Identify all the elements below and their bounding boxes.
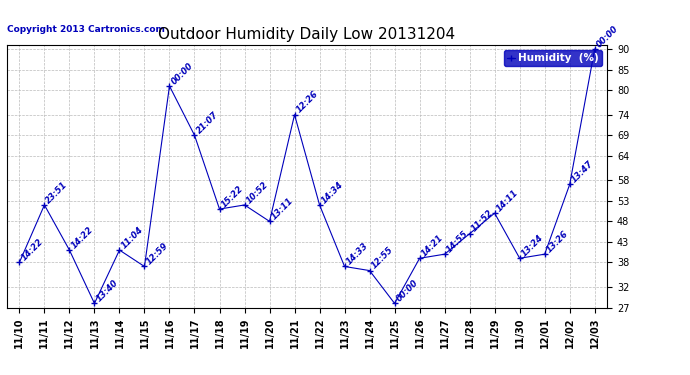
Text: 14:11: 14:11 — [495, 188, 520, 213]
Text: 13:47: 13:47 — [570, 159, 595, 184]
Legend: Humidity  (%): Humidity (%) — [504, 50, 602, 66]
Text: 00:00: 00:00 — [595, 24, 620, 49]
Text: 14:22: 14:22 — [70, 225, 95, 250]
Text: 13:11: 13:11 — [270, 196, 295, 221]
Text: 00:00: 00:00 — [170, 61, 195, 86]
Text: 12:26: 12:26 — [295, 89, 320, 115]
Text: 11:52: 11:52 — [470, 208, 495, 234]
Text: 13:26: 13:26 — [544, 229, 570, 254]
Text: 14:21: 14:21 — [420, 233, 445, 258]
Text: 21:07: 21:07 — [195, 110, 220, 135]
Text: 23:51: 23:51 — [44, 180, 70, 205]
Text: 14:55: 14:55 — [444, 229, 470, 254]
Text: 13:24: 13:24 — [520, 233, 545, 258]
Text: 12:55: 12:55 — [370, 245, 395, 271]
Text: 14:22: 14:22 — [19, 237, 45, 262]
Text: 12:59: 12:59 — [144, 241, 170, 267]
Title: Outdoor Humidity Daily Low 20131204: Outdoor Humidity Daily Low 20131204 — [159, 27, 455, 42]
Text: 00:00: 00:00 — [395, 278, 420, 303]
Text: Copyright 2013 Cartronics.com: Copyright 2013 Cartronics.com — [7, 26, 165, 34]
Text: 14:33: 14:33 — [344, 241, 370, 267]
Text: 14:34: 14:34 — [319, 180, 345, 205]
Text: 11:04: 11:04 — [119, 225, 145, 250]
Text: 10:52: 10:52 — [244, 180, 270, 205]
Text: 15:22: 15:22 — [219, 184, 245, 209]
Text: 13:40: 13:40 — [95, 278, 120, 303]
